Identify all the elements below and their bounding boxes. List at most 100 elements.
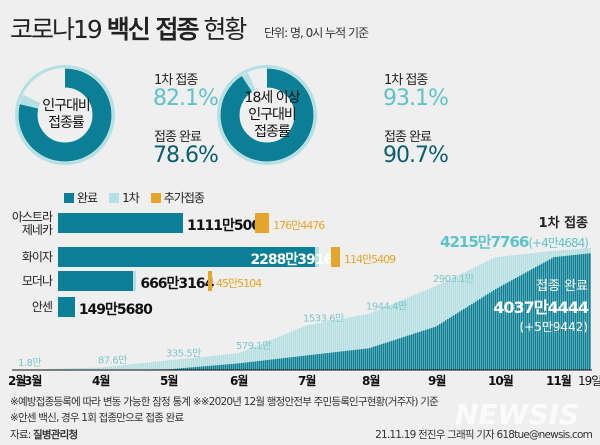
complete-bar [215,365,217,370]
complete-bar [377,345,379,370]
complete-bar [185,367,187,370]
complete-bar [363,348,365,370]
complete-bar [355,349,357,370]
complete-bar [547,260,549,370]
first-dose-bar [413,295,415,370]
complete-bar [523,273,525,370]
legend-complete: 완료 [64,189,98,206]
annotation-label: 1944.4만 [366,301,407,313]
first-dose-bar [303,326,305,370]
full-dose-label: 접종 완료 [154,130,202,145]
first-dose-bar [171,359,173,370]
complete-bar [345,350,347,370]
complete-bar [373,346,375,370]
complete-bar [359,349,361,370]
complete-bar [515,277,517,370]
first-dose-bar [305,325,307,370]
first-dose-bar [327,321,329,370]
complete-bar [307,355,309,370]
complete-bar [449,317,451,370]
first-dose-bar [257,345,259,370]
first-dose-bar [423,290,425,370]
first-dose-bar [283,334,285,370]
complete-bar [235,363,237,370]
first-dose-bar [343,318,345,370]
complete-bar [417,332,419,370]
complete-bar [559,256,561,370]
first-dose-bar [421,291,423,370]
complete-bar [213,365,215,370]
annotation-label: 1533.6만 [303,313,344,325]
donut-center-label: 18세 이상 인구대비 접종률 [244,90,301,140]
complete-bar [553,257,555,370]
complete-value: 666만3164 [140,276,214,292]
vaccine-name: 모더나 [21,274,53,288]
first-dose-bar [77,368,79,370]
first-dose-bar [67,368,69,370]
first-dose-bar [371,312,373,370]
first-dose-bar [183,358,185,370]
complete-bar [287,357,289,370]
complete-bar [469,305,471,370]
first-dose-bar [247,349,249,370]
first-dose-bar [397,301,399,370]
first-dose-bar [125,364,127,370]
newsis-watermark: NEWSIS [455,398,580,431]
first-dose-bar [219,355,221,370]
complete-bar [507,282,509,370]
complete-bar [353,350,355,370]
vaccine-name: 아스트라 제네카 [11,210,53,237]
complete-bar [439,324,441,370]
first-dose-bar [411,295,413,370]
first-dose-bar [101,367,103,370]
first-dose-bar [231,353,233,370]
first-dose-bar [135,363,137,370]
complete-bar [567,255,569,370]
x-tick-label: 6월 [230,374,248,388]
annotation-label: 2903.1만 [433,273,474,285]
complete-bar [187,367,189,370]
first-dose-bar [71,368,73,370]
complete-bar [219,364,221,370]
first-dose-bar [267,341,269,370]
full-dose-arc [18,68,112,162]
first-dose-bar [291,331,293,370]
complete-bar [425,329,427,370]
complete-bar [453,315,455,370]
x-tick-label: 3월 [24,374,42,388]
first-dose-bar [215,355,217,370]
complete-bar [393,340,395,370]
first-dose-bar [91,367,93,370]
complete-bar [333,352,335,370]
complete-bar [229,364,231,370]
first-dose-bar [263,342,265,370]
complete-bar [323,353,325,370]
first-dose-bar [417,293,419,370]
first-dose-bar [253,347,255,370]
complete-bar [371,347,373,370]
complete-bar [395,339,397,370]
complete-bar [455,314,457,370]
first-dose-bar [363,314,365,370]
complete-bar [443,321,445,370]
complete-bar [239,363,241,370]
booster-bar [330,247,340,267]
complete-bar [533,268,535,370]
complete-bar [483,296,485,370]
first-dose-bar [309,324,311,370]
complete-bar [497,287,499,370]
complete-bar [487,293,489,370]
first-dose-pct: 93.1% [383,86,449,111]
complete-bar [58,213,184,233]
complete-bar [457,312,459,370]
first-dose-pct: 82.1% [153,86,219,111]
complete-bar [545,261,547,370]
first-dose-bar [133,363,135,370]
complete-bar [585,253,587,370]
complete-bar [233,363,235,370]
x-tick-label: 11월 [546,374,572,388]
complete-bar [473,302,475,370]
first-dose-bar [157,361,159,370]
complete-bar [285,357,287,370]
complete-bar [317,354,319,370]
